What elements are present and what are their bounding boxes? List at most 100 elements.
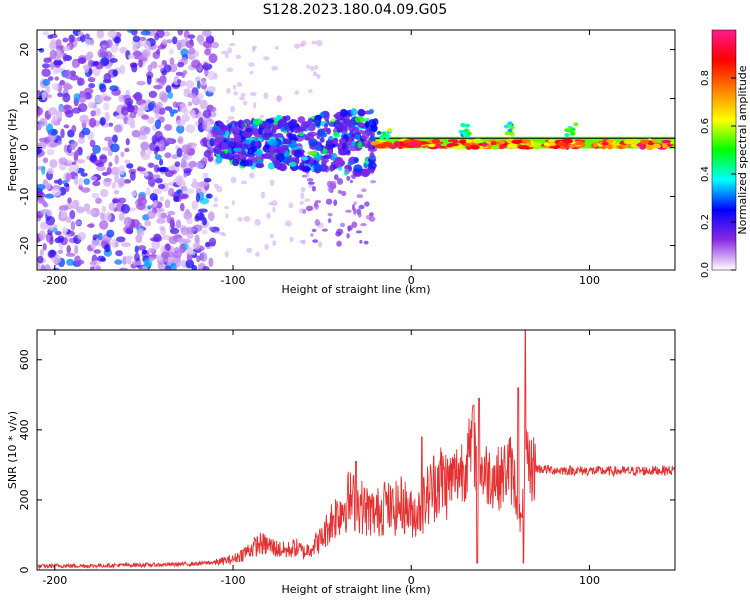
- snr-xlabel: Height of straight line (km): [281, 583, 430, 596]
- noise-blob: [45, 181, 52, 190]
- spectrogram-xtick-label: -100: [221, 274, 246, 287]
- carrier-blob: [573, 122, 579, 127]
- noise-blob: [132, 260, 142, 266]
- noise-blob: [160, 251, 170, 259]
- noise-blob: [60, 128, 65, 139]
- noise-blob: [42, 157, 49, 164]
- noise-blob: [192, 242, 201, 250]
- transition-blob: [334, 156, 344, 166]
- noise-blob: [158, 140, 165, 151]
- transition-blob: [268, 139, 279, 147]
- spectrogram-ytick-label: 10: [18, 92, 31, 106]
- noise-blob: [119, 46, 128, 54]
- noise-blob: [179, 102, 187, 113]
- transition-blob: [338, 138, 347, 144]
- noise-blob: [69, 145, 76, 150]
- noise-blob: [169, 217, 175, 227]
- noise-blob: [63, 82, 71, 91]
- noise-blob: [156, 101, 163, 109]
- noise-blob: [196, 255, 201, 263]
- noise-blob: [147, 116, 155, 125]
- noise-blob: [152, 199, 158, 207]
- noise-blob: [52, 267, 60, 270]
- transition-blob: [237, 151, 242, 160]
- noise-blob: [152, 106, 160, 114]
- noise-blob: [175, 219, 182, 229]
- noise-blob: [63, 124, 70, 129]
- transition-blob: [355, 230, 363, 234]
- noise-blob: [102, 96, 112, 101]
- transition-blob: [313, 163, 322, 172]
- noise-blob: [45, 84, 51, 94]
- carrier-blob: [570, 127, 576, 132]
- noise-blob: [78, 177, 84, 187]
- noise-blob: [146, 210, 156, 219]
- snr-panel: -200 -100 0 100 0 200 400 600 Height of straig…: [6, 329, 676, 596]
- noise-blob: [103, 72, 112, 83]
- noise-blob: [58, 157, 68, 165]
- transition-blob: [278, 118, 288, 127]
- carrier-blob: [607, 144, 613, 150]
- noise-blob: [37, 255, 44, 264]
- transition-blob: [283, 139, 292, 145]
- carrier-blob: [389, 144, 397, 150]
- carrier-blob: [507, 128, 513, 133]
- carrier-blob: [652, 138, 658, 144]
- noise-blob: [63, 183, 70, 188]
- noise-blob: [186, 226, 195, 235]
- carrier-blob: [600, 145, 607, 150]
- noise-blob: [83, 178, 91, 185]
- transition-blob: [349, 180, 353, 184]
- noise-blob: [157, 183, 166, 190]
- transition-blob: [327, 212, 333, 217]
- noise-blob: [90, 176, 98, 181]
- transition-blob: [252, 118, 263, 126]
- carrier-blob: [460, 122, 466, 127]
- noise-blob: [74, 149, 79, 158]
- noise-blob: [208, 226, 215, 231]
- noise-blob: [66, 258, 75, 266]
- noise-blob: [191, 109, 196, 120]
- noise-blob: [207, 156, 214, 162]
- noise-blob: [225, 119, 230, 124]
- noise-blob: [106, 39, 113, 49]
- noise-blob: [199, 181, 208, 188]
- noise-blob: [156, 217, 165, 224]
- noise-blob: [49, 49, 57, 60]
- noise-blob: [101, 146, 111, 151]
- noise-blob: [161, 39, 168, 45]
- noise-blob: [104, 136, 114, 142]
- noise-blob: [114, 259, 123, 265]
- noise-blob: [165, 137, 173, 144]
- noise-blob: [154, 177, 163, 184]
- noise-blob: [143, 40, 151, 50]
- noise-blob: [186, 188, 195, 194]
- noise-blob: [147, 247, 156, 254]
- noise-blob: [181, 185, 188, 195]
- noise-blob: [106, 166, 112, 175]
- carrier-blob: [646, 144, 654, 151]
- noise-blob: [174, 161, 181, 167]
- noise-blob: [214, 230, 221, 234]
- noise-blob: [246, 247, 253, 254]
- noise-blob: [109, 85, 119, 92]
- noise-blob: [65, 252, 76, 257]
- noise-blob: [114, 241, 119, 248]
- noise-blob: [162, 31, 171, 37]
- carrier-blob: [465, 139, 473, 143]
- transition-blob: [361, 188, 367, 193]
- noise-blob: [183, 168, 192, 174]
- transition-blob: [353, 201, 357, 206]
- snr-ytick-label: 600: [18, 349, 31, 370]
- noise-blob: [213, 72, 218, 80]
- snr-xtick-label: 0: [408, 574, 415, 587]
- noise-blob: [164, 243, 171, 251]
- noise-blob: [110, 44, 119, 53]
- noise-blob: [80, 187, 91, 193]
- noise-blob: [191, 59, 201, 69]
- noise-blob: [181, 144, 191, 154]
- transition-blob: [293, 149, 303, 158]
- noise-blob: [125, 138, 130, 146]
- transition-blob: [326, 127, 332, 135]
- noise-blob: [37, 147, 42, 155]
